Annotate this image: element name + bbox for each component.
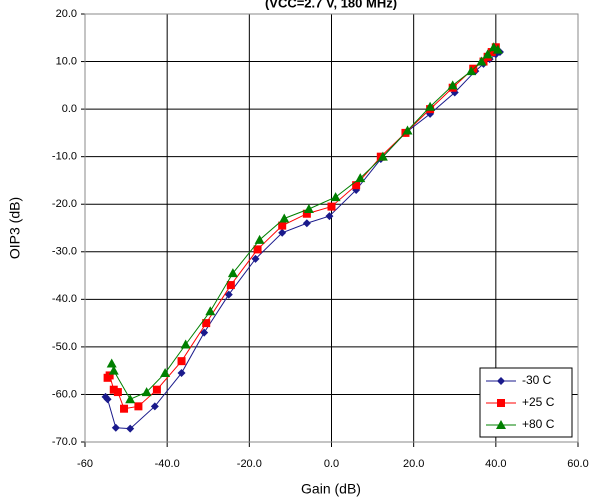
y-tick-label: -30.0 [52, 246, 77, 258]
marker [152, 385, 161, 394]
marker [227, 268, 238, 278]
marker [466, 66, 477, 76]
marker [251, 254, 260, 263]
x-tick-label: -40.0 [155, 458, 180, 470]
marker [254, 234, 265, 244]
x-tick-label: -20.0 [237, 458, 262, 470]
marker [103, 395, 112, 404]
marker [492, 44, 503, 54]
marker [150, 402, 159, 411]
x-axis-title: Gain (dB) [301, 481, 361, 497]
plot-border [84, 13, 579, 443]
marker [134, 402, 143, 411]
marker [303, 203, 314, 213]
marker [177, 369, 186, 378]
y-tick-label: -20.0 [52, 198, 77, 210]
marker [224, 290, 233, 299]
marker [113, 388, 122, 397]
marker [302, 209, 311, 218]
y-tick-label: -60.0 [52, 388, 77, 400]
marker [126, 424, 135, 433]
x-tick-label: 20.0 [403, 458, 424, 470]
x-tick-label: 40.0 [485, 458, 506, 470]
marker [111, 423, 120, 432]
x-tick-label: 60.0 [567, 458, 588, 470]
marker [253, 245, 262, 254]
y-tick-label: -40.0 [52, 293, 77, 305]
marker [200, 328, 209, 337]
x-tick-label: 0.0 [324, 458, 339, 470]
marker [160, 368, 171, 378]
y-tick-label: 20.0 [56, 8, 77, 20]
x-tick-label: -60 [77, 458, 93, 470]
marker [278, 228, 287, 237]
marker [202, 319, 211, 328]
legend-label: -30 C [522, 373, 552, 387]
y-axis-title: OIP3 (dB) [7, 197, 23, 259]
marker [120, 404, 129, 413]
marker [330, 192, 341, 202]
marker [482, 49, 493, 59]
marker [278, 221, 287, 230]
series-line [105, 51, 501, 430]
y-tick-label: 10.0 [56, 55, 77, 67]
marker [109, 385, 118, 394]
marker [487, 48, 496, 57]
marker [496, 420, 506, 429]
y-tick-label: 0.0 [62, 103, 77, 115]
marker [141, 387, 152, 397]
marker [105, 371, 114, 380]
series-line [111, 46, 499, 400]
marker [302, 219, 311, 228]
marker [497, 377, 505, 385]
legend-label: +25 C [522, 395, 555, 409]
marker [279, 213, 290, 223]
marker [177, 357, 186, 366]
marker [497, 399, 505, 407]
marker [327, 202, 336, 211]
y-tick-label: -50.0 [52, 341, 77, 353]
y-tick-label: -10.0 [52, 151, 77, 163]
marker [180, 339, 191, 349]
marker [476, 56, 487, 66]
marker [425, 101, 436, 111]
marker [108, 365, 119, 375]
marker [402, 125, 413, 135]
y-tick-label: -70.0 [52, 436, 77, 448]
legend-label: +80 C [522, 417, 555, 431]
marker [226, 281, 235, 290]
marker [205, 306, 216, 316]
marker [355, 173, 366, 183]
marker [125, 394, 136, 404]
marker [447, 80, 458, 90]
chart-title: (VCC=2.7 V, 180 MHz) [265, 0, 397, 10]
marker [377, 151, 388, 161]
marker [352, 181, 361, 190]
marker [106, 358, 117, 368]
marker [325, 212, 334, 221]
